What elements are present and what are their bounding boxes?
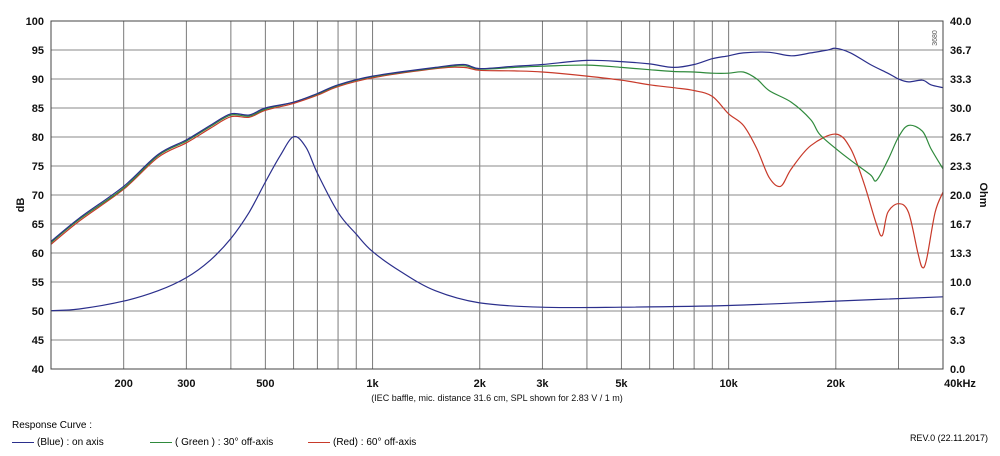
x-tick-2k: 2k (474, 378, 487, 390)
y-axis-left-label: dB (15, 198, 27, 213)
series-line-1 (50, 64, 944, 244)
y-left-tick-80: 80 (32, 132, 44, 144)
legend-swatch-green (150, 442, 172, 443)
y-right-tick-3.3: 3.3 (950, 335, 965, 347)
x-tick-200: 200 (115, 378, 133, 390)
y-left-tick-40: 40 (32, 364, 44, 376)
x-tick-3k: 3k (536, 378, 549, 390)
plot-frame (50, 20, 944, 370)
y-right-tick-6.7: 6.7 (950, 306, 965, 318)
frequency-response-chart: 40 45 50 55 60 65 70 75 80 85 90 95 100 0.0 3.3 6.7 10.0… (15, 16, 989, 403)
y-left-tick-45: 45 (32, 335, 44, 347)
revision-label: REV.0 (22.11.2017) (909, 433, 988, 443)
legend-label-green: ( Green ) : 30° off-axis (175, 437, 274, 448)
legend-item-blue: (Blue) : on axis (12, 437, 104, 448)
x-tick-10k: 10k (719, 378, 738, 390)
legend-swatch-blue (12, 442, 34, 443)
legend-item-red: (Red) : 60° off-axis (308, 437, 416, 448)
legend-title: Response Curve : (12, 420, 93, 431)
x-tick-20k: 20k (827, 378, 846, 390)
legend-swatch-red (308, 442, 330, 443)
series-line-2 (50, 66, 944, 269)
y-left-tick-95: 95 (32, 45, 44, 57)
y-right-tick-30.0: 30.0 (950, 103, 971, 115)
legend-label-blue: (Blue) : on axis (37, 437, 104, 448)
y-right-tick-13.3: 13.3 (950, 248, 971, 260)
y-left-tick-100: 100 (26, 16, 44, 28)
chart-code: 3680 (932, 30, 939, 46)
y-left-tick-55: 55 (32, 277, 44, 289)
x-tick-40kHz: 40kHz (944, 378, 976, 390)
x-tick-5k: 5k (615, 378, 628, 390)
x-tick-500: 500 (256, 378, 274, 390)
y-left-tick-75: 75 (32, 161, 44, 173)
y-left-tick-65: 65 (32, 219, 44, 231)
y-left-tick-50: 50 (32, 306, 44, 318)
x-tick-300: 300 (177, 378, 195, 390)
legend-label-red: (Red) : 60° off-axis (333, 437, 417, 448)
y-right-tick-0.0: 0.0 (950, 364, 965, 376)
measurement-conditions: (IEC baffle, mic. distance 31.6 cm, SPL … (371, 393, 623, 403)
series-line-3 (50, 135, 944, 312)
chart-curves (50, 47, 944, 312)
y-right-tick-23.3: 23.3 (950, 161, 971, 173)
chart-ticks: 40 45 50 55 60 65 70 75 80 85 90 95 100 0.0 3.3 6.7 10.0… (26, 16, 977, 390)
y-right-tick-40.0: 40.0 (950, 16, 971, 28)
y-right-tick-10.0: 10.0 (950, 277, 971, 289)
y-axis-right-label: Ohm (977, 182, 989, 207)
y-left-tick-70: 70 (32, 190, 44, 202)
y-right-tick-26.7: 26.7 (950, 132, 971, 144)
y-left-tick-60: 60 (32, 248, 44, 260)
legend-item-green: ( Green ) : 30° off-axis (150, 437, 273, 448)
y-right-tick-16.7: 16.7 (950, 219, 971, 231)
x-tick-1k: 1k (366, 378, 379, 390)
y-left-tick-90: 90 (32, 74, 44, 86)
y-right-tick-33.3: 33.3 (950, 74, 971, 86)
y-right-tick-20.0: 20.0 (950, 190, 971, 202)
chart-grid (51, 21, 943, 369)
series-line-0 (50, 47, 944, 242)
y-left-tick-85: 85 (32, 103, 44, 115)
y-right-tick-36.7: 36.7 (950, 45, 971, 57)
